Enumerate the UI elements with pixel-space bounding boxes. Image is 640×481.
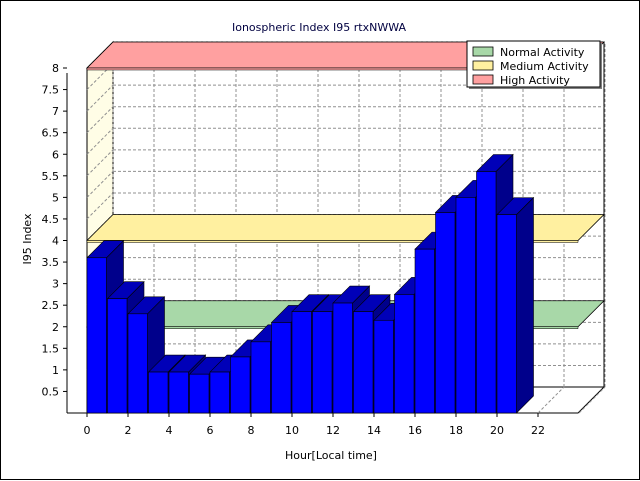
y-tick-label: 6: [52, 148, 59, 161]
bar-front: [373, 319, 394, 414]
y-tick-label: 2: [52, 321, 59, 334]
bar-front: [414, 248, 435, 414]
y-tick-label: 3: [52, 278, 59, 291]
y-tick-label: 0.5: [42, 385, 60, 398]
bar-front: [107, 298, 128, 414]
y-tick-label: 6.5: [42, 127, 60, 140]
y-axis-label: I95 Index: [21, 213, 34, 265]
legend-swatch: [472, 46, 494, 57]
legend-label: High Activity: [500, 74, 570, 87]
grid-line-y-side: [86, 106, 114, 134]
y-tick-label: 1: [52, 364, 59, 377]
x-tick-label: 8: [248, 424, 255, 437]
bar-front: [209, 371, 230, 414]
bar-front: [291, 311, 312, 414]
grid-line-x-floor: [537, 386, 565, 414]
bar-side: [516, 196, 534, 414]
bar-front: [455, 197, 476, 414]
y-tick-label: 1.5: [42, 342, 60, 355]
bar-front: [394, 294, 415, 414]
x-tick-label: 6: [207, 424, 214, 437]
bar-front: [476, 171, 497, 414]
bar-front: [168, 371, 189, 414]
bar-front: [312, 311, 333, 414]
bar-front: [496, 214, 517, 414]
plot-area: 0.5 1 1.5 2 2.5 3 3.5 4 4.5 5 5.5 6 6.5 7 7.5 8 0 2 4 6 8 10 1…: [42, 40, 606, 437]
bar-20: [496, 196, 535, 414]
bar-front: [332, 302, 353, 414]
y-tick-label: 7: [52, 105, 59, 118]
grid-line-y-side: [86, 149, 114, 177]
y-tick-label: 2.5: [42, 299, 60, 312]
bar-front: [435, 212, 456, 414]
y-tick-label: 4: [52, 235, 59, 248]
y-tick-label: 5.5: [42, 170, 60, 183]
bar-front: [189, 373, 210, 414]
x-tick-label: 20: [490, 424, 504, 437]
grid-line-y-side: [86, 171, 114, 198]
legend-swatch: [472, 74, 494, 85]
bar-front: [148, 371, 169, 414]
grid-line-y-side: [86, 127, 114, 155]
grid-line-y-side: [86, 192, 114, 220]
x-axis-label: Hour[Local time]: [285, 449, 377, 462]
x-tick-label: 2: [125, 424, 132, 437]
y-tick-label: 7.5: [42, 84, 60, 97]
grid-line-y-side: [86, 84, 114, 112]
bar-front: [127, 313, 148, 414]
y-tick-label: 8: [52, 62, 59, 75]
x-tick-label: 14: [367, 424, 381, 437]
x-tick-label: 16: [408, 424, 422, 437]
grid-line-x-floor: [578, 386, 606, 414]
y-tick-label: 3.5: [42, 256, 60, 269]
bar-front: [230, 356, 251, 414]
chart-title: Ionospheric Index I95 rtxNWWA: [232, 21, 406, 34]
x-tick-label: 22: [531, 424, 545, 437]
y-tick-label: 4.5: [42, 213, 60, 226]
x-tick-label: 0: [84, 424, 91, 437]
bar-front: [86, 257, 107, 414]
x-tick-label: 18: [449, 424, 463, 437]
bar-front: [250, 341, 271, 414]
x-tick-label: 10: [285, 424, 299, 437]
y-tick-label: 5: [52, 191, 59, 204]
bar-front: [271, 322, 292, 414]
legend-swatch: [472, 60, 494, 71]
legend-label: Medium Activity: [500, 60, 589, 73]
x-tick-label: 4: [166, 424, 173, 437]
legend-label: Normal Activity: [500, 46, 585, 59]
x-tick-label: 12: [326, 424, 340, 437]
bar-front: [353, 311, 374, 414]
